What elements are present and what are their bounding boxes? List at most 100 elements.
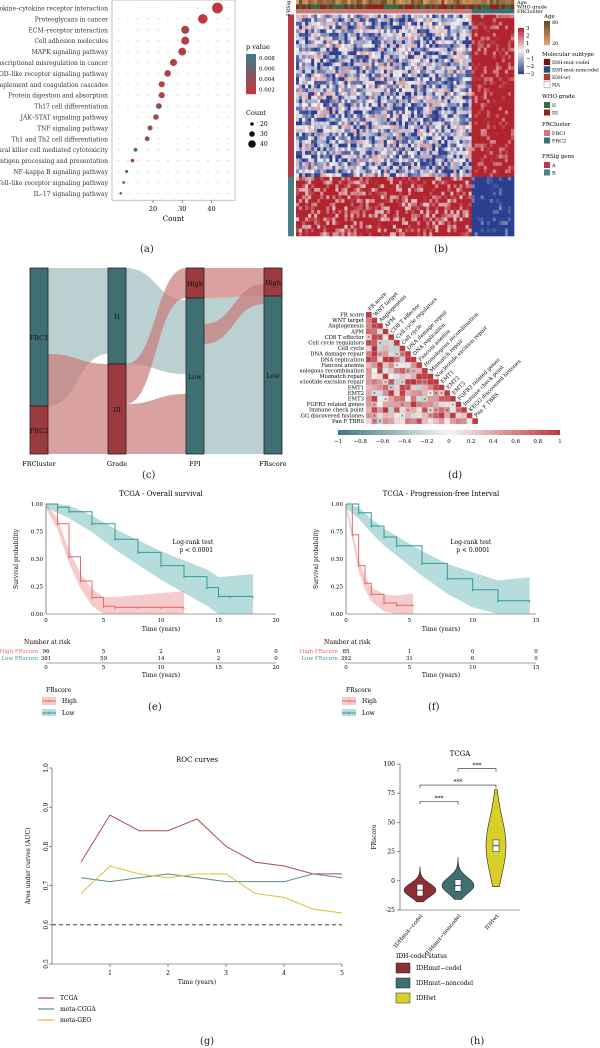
- heatmap-cell: [323, 32, 327, 37]
- scale-tick: 0: [526, 49, 530, 55]
- heatmap-cell: [498, 21, 503, 26]
- heatmap-cell: [477, 128, 481, 133]
- heatmap-cell: [483, 151, 488, 156]
- heatmap-cell: [471, 92, 475, 97]
- heatmap-cell: [371, 25, 376, 30]
- heatmap-cell: [362, 132, 366, 137]
- heatmap-cell: [414, 232, 418, 237]
- heatmap-cell: [477, 18, 481, 23]
- heatmap-cell: [329, 158, 333, 163]
- heatmap-cell: [362, 84, 366, 89]
- heatmap-cell: [350, 195, 354, 200]
- heatmap-cell: [501, 188, 506, 192]
- heatmap-cell: [498, 18, 503, 23]
- heatmap-cell: [344, 103, 348, 108]
- heatmap-cell: [414, 228, 418, 233]
- x-tick-label: 40: [207, 205, 215, 213]
- heatmap-cell: [341, 14, 345, 19]
- heatmap-cell: [498, 195, 503, 200]
- heatmap-cell: [414, 32, 418, 37]
- heatmap-cell: [465, 140, 469, 145]
- heatmap-cell: [435, 92, 439, 97]
- heatmap-cell: [329, 151, 333, 156]
- heatmap-cell: [365, 106, 369, 111]
- heatmap-cell: [432, 199, 436, 204]
- annotation-cell: [356, 4, 360, 9]
- heatmap-cell: [344, 151, 348, 156]
- heatmap-cell: [371, 80, 376, 85]
- heatmap-cell: [368, 232, 372, 237]
- heatmap-cell: [453, 62, 457, 67]
- heatmap-cell: [444, 147, 448, 152]
- heatmap-cell: [329, 128, 333, 133]
- heatmap-cell: [441, 151, 445, 156]
- annotation-cell: [389, 4, 394, 9]
- heatmap-cell: [441, 221, 445, 226]
- heatmap-cell: [389, 210, 394, 215]
- heatmap-cell: [447, 66, 451, 71]
- heatmap-cell: [468, 143, 472, 148]
- grid-dot: [127, 51, 129, 53]
- legend-gradient: [246, 91, 256, 93]
- subtype-title: Molecular subtype: [542, 52, 594, 58]
- heatmap-cell: [302, 228, 306, 233]
- heatmap-cell: [504, 21, 509, 26]
- heatmap-cell: [329, 199, 333, 204]
- heatmap-cell: [362, 32, 366, 37]
- heatmap-cell: [371, 232, 376, 237]
- gene-group-cell: [288, 99, 294, 104]
- heatmap-cell: [498, 191, 503, 196]
- grid-dot: [117, 29, 119, 31]
- heatmap-cell: [341, 55, 345, 60]
- heatmap-cell: [389, 176, 394, 181]
- annotation-cell: [299, 4, 303, 9]
- heatmap-cell: [302, 73, 306, 78]
- annotation-cell: [383, 0, 388, 5]
- heatmap-cell: [405, 132, 409, 137]
- heatmap-cell: [362, 173, 366, 178]
- heatmap-cell: [374, 55, 379, 60]
- heatmap-cell: [344, 117, 348, 122]
- heatmap-cell: [389, 169, 394, 174]
- heatmap-cell: [429, 165, 433, 170]
- heatmap-cell: [414, 184, 418, 189]
- heatmap-cell: [320, 25, 324, 30]
- heatmap-cell: [411, 32, 415, 37]
- heatmap-cell: [423, 25, 427, 30]
- heatmap-cell: [456, 80, 460, 85]
- heatmap-cell: [465, 158, 469, 163]
- heatmap-cell: [302, 88, 306, 93]
- heatmap-cell: [338, 80, 342, 85]
- heatmap-cell: [323, 40, 327, 45]
- heatmap-cell: [374, 92, 379, 97]
- heatmap-cell: [456, 206, 460, 211]
- heatmap-cell: [426, 40, 430, 45]
- heatmap-cell: [386, 69, 391, 74]
- heatmap-cell: [371, 103, 376, 108]
- heatmap-cell: [504, 162, 509, 167]
- heatmap-cell: [414, 180, 418, 185]
- heatmap-cell: [495, 14, 500, 19]
- heatmap-cell: [344, 73, 348, 78]
- heatmap-cell: [432, 88, 436, 93]
- heatmap-cell: [447, 136, 451, 141]
- heatmap-cell: [429, 18, 433, 23]
- grid-dot: [197, 51, 199, 53]
- annotation-cell: [362, 4, 366, 9]
- heatmap-cell: [311, 55, 315, 60]
- heatmap-cell: [510, 140, 515, 145]
- annotation-cell: [344, 9, 348, 14]
- heatmap-cell: [498, 117, 503, 122]
- heatmap-cell: [365, 29, 369, 34]
- heatmap-cell: [389, 73, 394, 78]
- heatmap-cell: [495, 84, 500, 89]
- heatmap-cell: [429, 106, 433, 111]
- grid-dot: [127, 18, 129, 20]
- heatmap-cell: [395, 14, 400, 19]
- heatmap-cell: [350, 92, 354, 97]
- heatmap-cell: [453, 143, 457, 148]
- heatmap-cell: [432, 121, 436, 126]
- annotation-cell: [456, 0, 460, 5]
- heatmap-cell: [450, 110, 454, 115]
- heatmap-cell: [462, 95, 466, 100]
